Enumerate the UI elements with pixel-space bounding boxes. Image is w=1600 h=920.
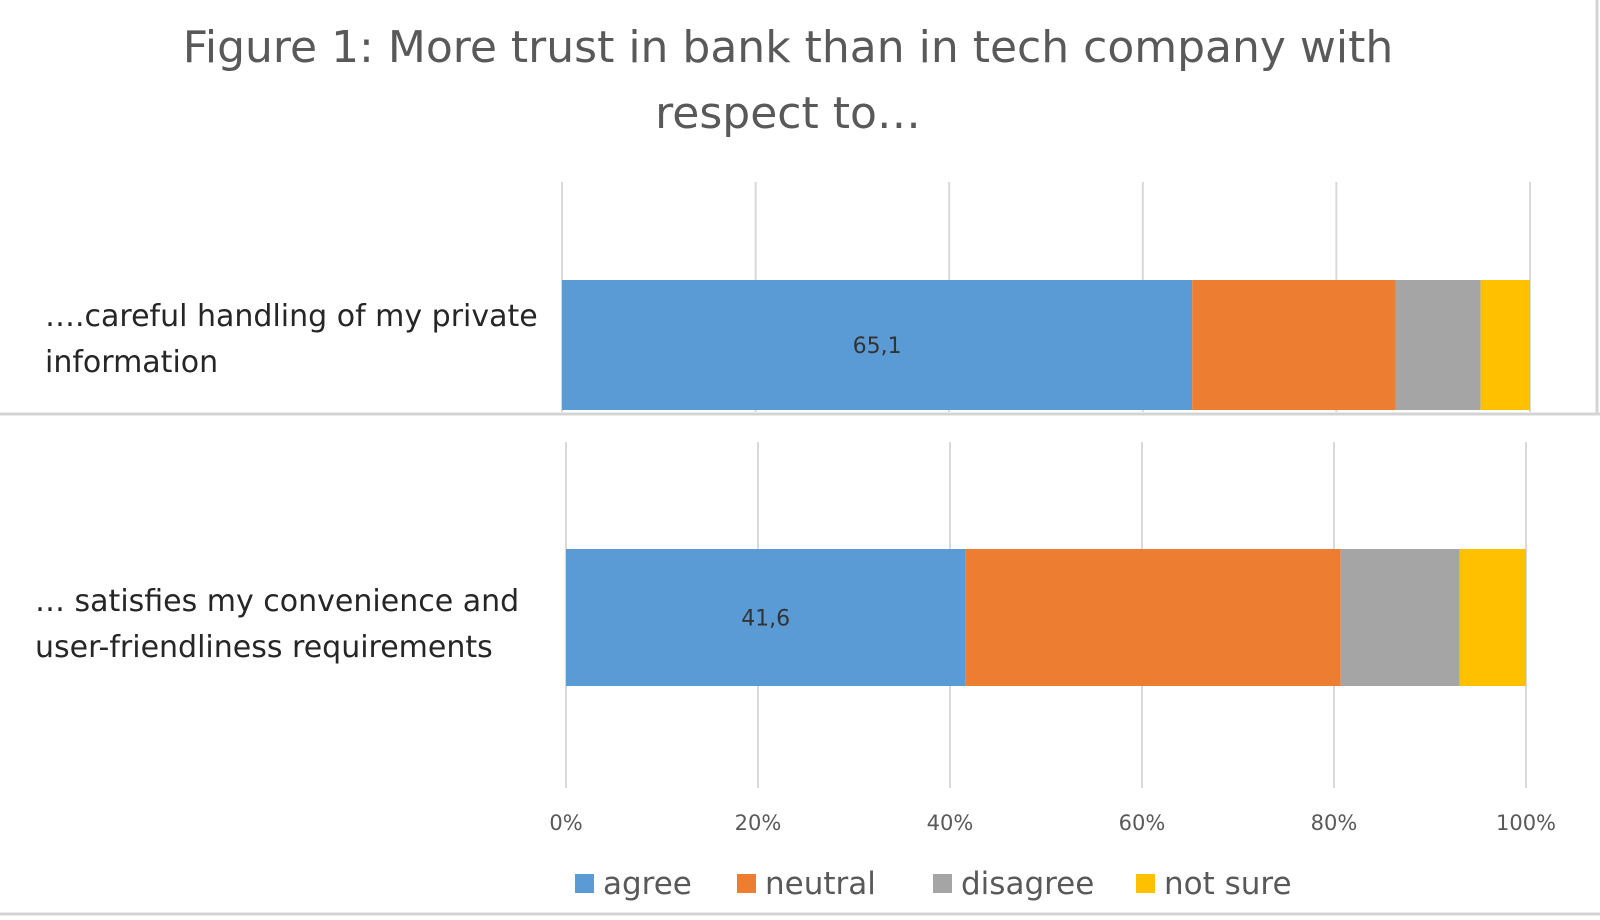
bar-agree-0 — [562, 280, 1193, 410]
legend-label-agree: agree — [603, 866, 692, 902]
legend-label-not-sure: not sure — [1164, 866, 1292, 902]
x-tick-label-3: 60% — [1119, 811, 1166, 835]
chart-title-line-2: respect to… — [655, 88, 921, 139]
category-label-1-line-1: … satisfies my convenience and — [35, 584, 519, 619]
bars: 65,1 41,6 — [562, 280, 1530, 686]
x-axis-ticks: 0% 20% 40% 60% 80% 100% — [549, 811, 1556, 835]
bar-not-sure-1 — [1459, 549, 1526, 686]
x-tick-label-5: 100% — [1496, 811, 1556, 835]
category-label-1-line-2: user-friendliness requirements — [35, 630, 493, 665]
data-label-agree-1: 41,6 — [741, 607, 790, 632]
x-tick-label-4: 80% — [1311, 811, 1358, 835]
chart-title: Figure 1: More trust in bank than in tec… — [183, 22, 1394, 139]
legend-swatch-agree — [575, 874, 594, 893]
x-tick-label-2: 40% — [927, 811, 974, 835]
x-tick-label-0: 0% — [549, 811, 582, 835]
bar-not-sure-0 — [1480, 280, 1530, 410]
bar-disagree-1 — [1340, 549, 1460, 686]
category-label-0-line-2: information — [45, 345, 218, 380]
bar-disagree-0 — [1395, 280, 1481, 410]
bar-neutral-0 — [1192, 280, 1396, 410]
legend-label-disagree: disagree — [961, 866, 1094, 902]
bar-agree-1 — [566, 549, 966, 686]
data-label-agree-0: 65,1 — [853, 334, 902, 359]
legend: agree neutral disagree not sure — [575, 866, 1292, 902]
legend-swatch-neutral — [737, 874, 756, 893]
x-tick-label-1: 20% — [735, 811, 782, 835]
legend-swatch-not-sure — [1136, 874, 1155, 893]
category-label-0-line-1: ….careful handling of my private — [45, 299, 538, 334]
bar-neutral-1 — [965, 549, 1341, 686]
category-labels: ….careful handling of my private informat… — [35, 299, 538, 665]
chart-title-line-1: Figure 1: More trust in bank than in tec… — [183, 22, 1394, 73]
legend-swatch-disagree — [933, 874, 952, 893]
legend-label-neutral: neutral — [765, 866, 876, 902]
